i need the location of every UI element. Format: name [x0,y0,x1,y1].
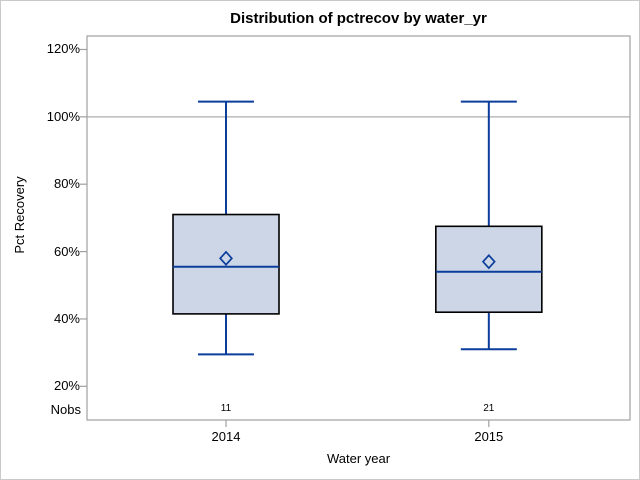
nobs-value: 11 [220,403,232,414]
y-axis-title: Pct Recovery [12,176,27,254]
boxplot-2015 [435,100,543,351]
plot-frame [86,35,631,421]
boxplot-2014 [172,100,280,356]
y-tick-label: 40% [53,310,80,326]
mean-marker [219,250,233,266]
nobs-value: 21 [483,403,495,414]
x-axis-title: Water year [326,451,391,466]
x-tick-label: 2015 [474,429,504,444]
chart-title: Distribution of pctrecov by water_yr [230,10,487,27]
mean-marker [481,254,496,270]
y-tick-label: 80% [53,176,80,192]
y-tick-label: 60% [53,243,80,259]
y-tick-label: 20% [53,378,80,394]
y-tick-label: 100% [46,108,80,124]
x-tick-label: 2014 [211,429,241,444]
nobs-row-label: Nobs [50,402,81,417]
y-tick-label: 120% [46,41,80,57]
